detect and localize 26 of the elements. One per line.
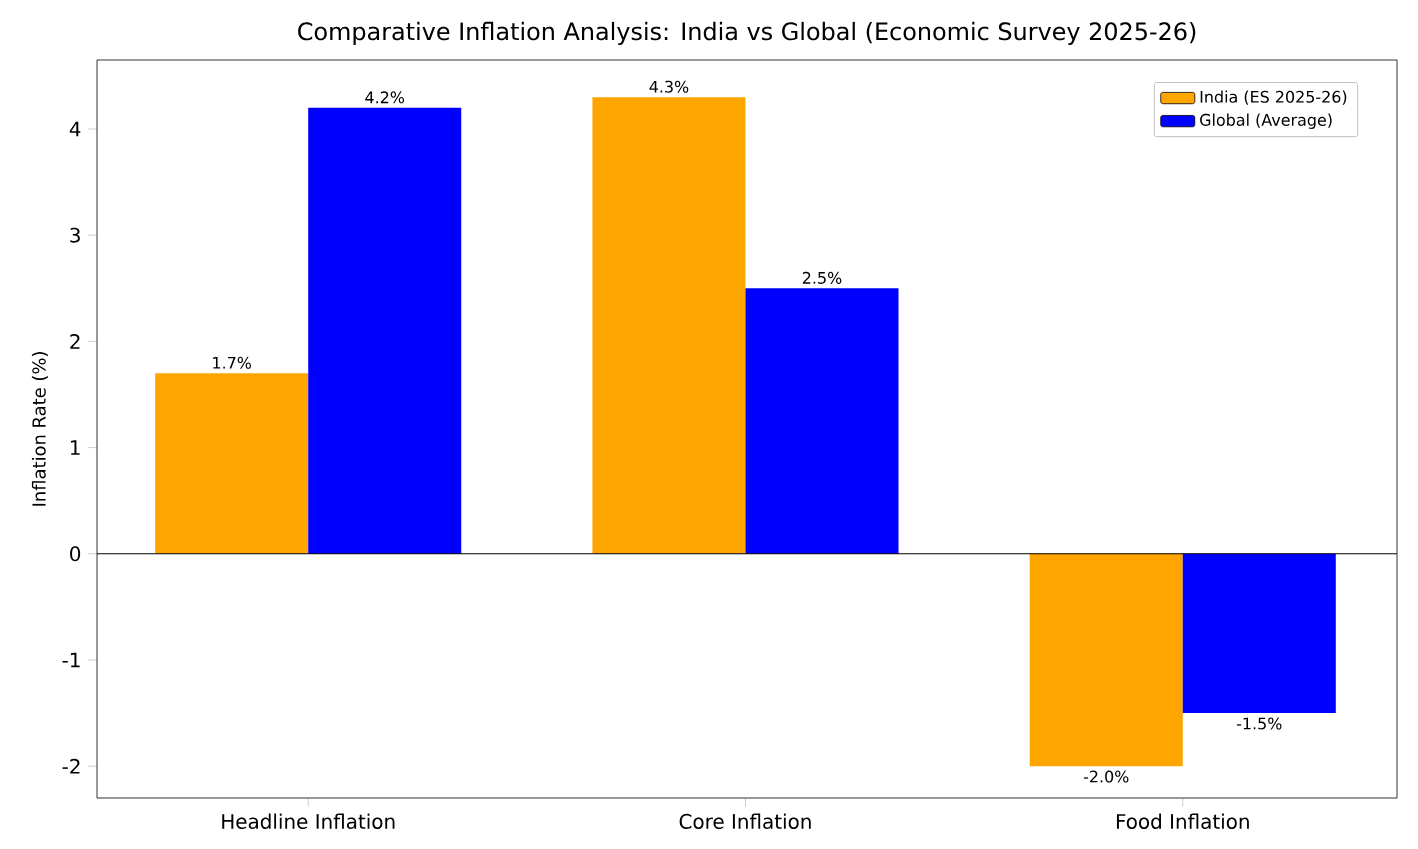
bar — [308, 107, 462, 554]
bar — [155, 373, 309, 554]
bar — [592, 97, 746, 554]
y-tick-label: 3 — [70, 227, 80, 243]
y-tick-label: -2 — [62, 758, 80, 774]
data-label: -2.0% — [1083, 770, 1129, 783]
x-tick-label: Headline Inflation — [222, 813, 395, 829]
data-label: 1.7% — [213, 356, 252, 369]
data-label: 2.5% — [802, 271, 842, 284]
y-axis-title: Inflation Rate (%) — [31, 352, 48, 506]
bar — [1182, 553, 1336, 714]
y-tick-label: 2 — [70, 333, 80, 349]
data-label: -1.5% — [1236, 717, 1282, 730]
data-label: 4.3% — [649, 80, 689, 93]
data-label: 4.2% — [365, 91, 405, 104]
y-tick-label: 0 — [70, 546, 81, 562]
y-tick-label: 1 — [70, 440, 80, 455]
bar — [1029, 553, 1183, 767]
y-tick-label: -1 — [62, 652, 80, 668]
chart-title: Comparative Inflation Analysis: India vs Global (Economic Survey 2025-26) — [298, 21, 1196, 45]
x-tick-label: Core Inflation — [679, 813, 811, 829]
legend-label: India (ES 2025-26) — [1200, 90, 1347, 105]
bar — [745, 288, 899, 554]
y-tick-label: 4 — [69, 121, 81, 137]
x-tick-label: Food Inflation — [1116, 813, 1249, 829]
legend-label: Global (Average) — [1200, 113, 1332, 129]
